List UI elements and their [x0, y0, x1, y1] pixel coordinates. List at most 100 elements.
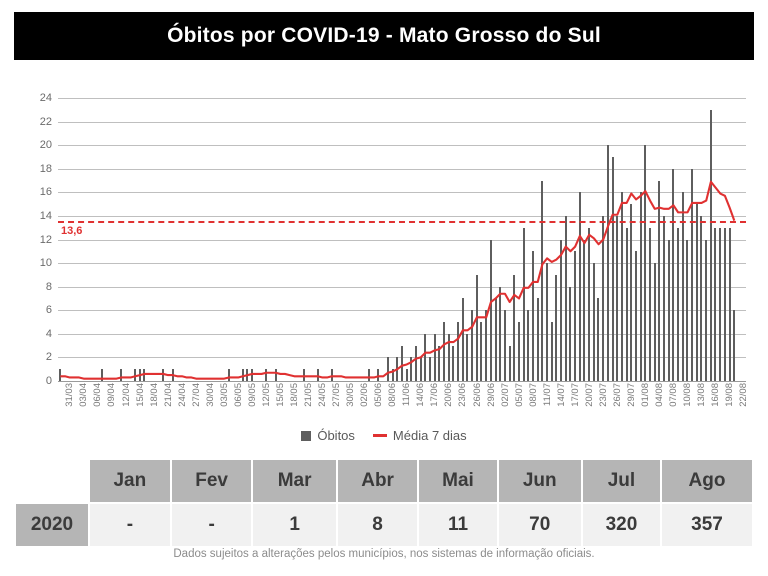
- x-tick-label: 30/05: [345, 383, 357, 407]
- x-tick-label: 31/03: [64, 383, 76, 407]
- y-tick-label-10: 10: [39, 257, 52, 270]
- x-tick-label: 19/08: [724, 383, 736, 407]
- table-column-header: Mar: [253, 460, 336, 502]
- bar: [616, 215, 619, 381]
- bar: [424, 333, 427, 381]
- legend-label-media-7-dias: Média 7 dias: [392, 428, 467, 443]
- bar: [578, 192, 581, 381]
- x-tick-label: 21/04: [162, 383, 174, 407]
- table-column-header: Jan: [90, 460, 170, 502]
- bar: [648, 227, 651, 381]
- table-cell-value: 320: [582, 504, 661, 546]
- gridline-6: [58, 310, 746, 312]
- bar-series-obitos: [58, 98, 746, 381]
- x-tick-label: 27/05: [331, 383, 343, 407]
- table-cell-value: -: [171, 504, 252, 546]
- bar: [489, 239, 492, 381]
- bar: [274, 369, 277, 381]
- gridline-20: [58, 145, 746, 147]
- bar: [662, 215, 665, 381]
- table-row-header-year: 2020: [16, 504, 88, 546]
- gridline-22: [58, 121, 746, 123]
- x-tick-label: 29/07: [625, 383, 637, 407]
- bar: [391, 369, 394, 381]
- bar: [471, 310, 474, 381]
- x-tick-label: 12/05: [260, 383, 272, 407]
- bar: [461, 298, 464, 381]
- bar: [531, 251, 534, 381]
- reference-line-13-6: [58, 220, 746, 223]
- x-tick-label: 14/07: [555, 383, 567, 407]
- bar: [630, 204, 633, 381]
- x-tick-label: 26/07: [611, 383, 623, 407]
- x-tick-label: 09/05: [246, 383, 258, 407]
- line-series-media-7-dias: [60, 180, 736, 380]
- bar: [592, 263, 595, 381]
- table-row: 2020 - -1 8 11 70 320 357: [16, 504, 752, 546]
- chart-container: 0 2 4 6 8 10 12 14 16 18 20 22 24 13,6 31/03 03/04 06/…: [0, 78, 768, 458]
- legend-label-obitos: Óbitos: [317, 428, 355, 443]
- bar: [457, 322, 460, 381]
- bar: [536, 298, 539, 381]
- y-tick-label-0: 0: [45, 375, 52, 387]
- chart-title-bar: Óbitos por COVID-19 - Mato Grosso do Sul: [14, 12, 754, 60]
- line-swatch-icon: [372, 434, 387, 437]
- gridline-14: [58, 215, 746, 217]
- gridline-0: [58, 381, 746, 382]
- bar: [302, 369, 305, 381]
- x-tick-label: 05/07: [513, 383, 525, 407]
- bar: [728, 227, 731, 381]
- x-tick-label: 26/06: [471, 383, 483, 407]
- bar: [377, 369, 380, 381]
- bar: [658, 180, 661, 381]
- x-tick-label: 12/04: [120, 383, 132, 407]
- x-tick-label: 30/04: [204, 383, 216, 407]
- bar: [419, 357, 422, 381]
- x-tick-label: 23/07: [597, 383, 609, 407]
- legend-item-obitos: Óbitos: [301, 428, 355, 443]
- x-tick-label: 20/07: [583, 383, 595, 407]
- x-tick-label: 08/06: [387, 383, 399, 407]
- table-cell-value: 8: [337, 504, 418, 546]
- bar: [625, 227, 628, 381]
- table-cell-value: 70: [498, 504, 581, 546]
- bar: [574, 251, 577, 381]
- bar: [545, 263, 548, 381]
- x-tick-label: 24/04: [176, 383, 188, 407]
- y-tick-label-4: 4: [45, 327, 52, 340]
- plot-area: 13,6: [58, 98, 746, 382]
- y-tick-label-12: 12: [39, 233, 52, 246]
- gridline-12: [58, 239, 746, 241]
- bar: [480, 322, 483, 381]
- y-tick-label-14: 14: [39, 209, 52, 222]
- table-column-header: Jun: [498, 460, 581, 502]
- bar: [59, 369, 62, 381]
- bar: [705, 239, 708, 381]
- bar: [611, 156, 614, 381]
- table-cell-value: 11: [419, 504, 497, 546]
- x-tick-label: 06/05: [232, 383, 244, 407]
- bar: [265, 369, 268, 381]
- y-axis-tick-labels: 0 2 4 6 8 10 12 14 16 18 20 22 24: [20, 92, 52, 387]
- x-tick-label: 01/08: [640, 383, 651, 407]
- x-tick-label: 22/08: [738, 383, 750, 407]
- bar: [691, 168, 694, 381]
- y-tick-label-20: 20: [39, 139, 52, 152]
- bar: [443, 322, 446, 381]
- bar: [681, 192, 684, 381]
- bar: [672, 168, 675, 381]
- page-title: Óbitos por COVID-19 - Mato Grosso do Sul: [167, 24, 601, 47]
- bar: [527, 310, 530, 381]
- bar: [227, 369, 230, 381]
- bar: [634, 251, 637, 381]
- x-tick-label: 18/04: [148, 383, 160, 407]
- y-tick-label-6: 6: [45, 304, 52, 317]
- x-tick-label: 05/06: [373, 383, 385, 407]
- bar: [733, 310, 736, 381]
- gridline-10: [58, 263, 746, 265]
- bar: [719, 227, 722, 381]
- x-tick-label: 24/05: [317, 383, 329, 407]
- bar: [410, 357, 413, 381]
- bar: [564, 215, 567, 381]
- bar: [606, 145, 609, 381]
